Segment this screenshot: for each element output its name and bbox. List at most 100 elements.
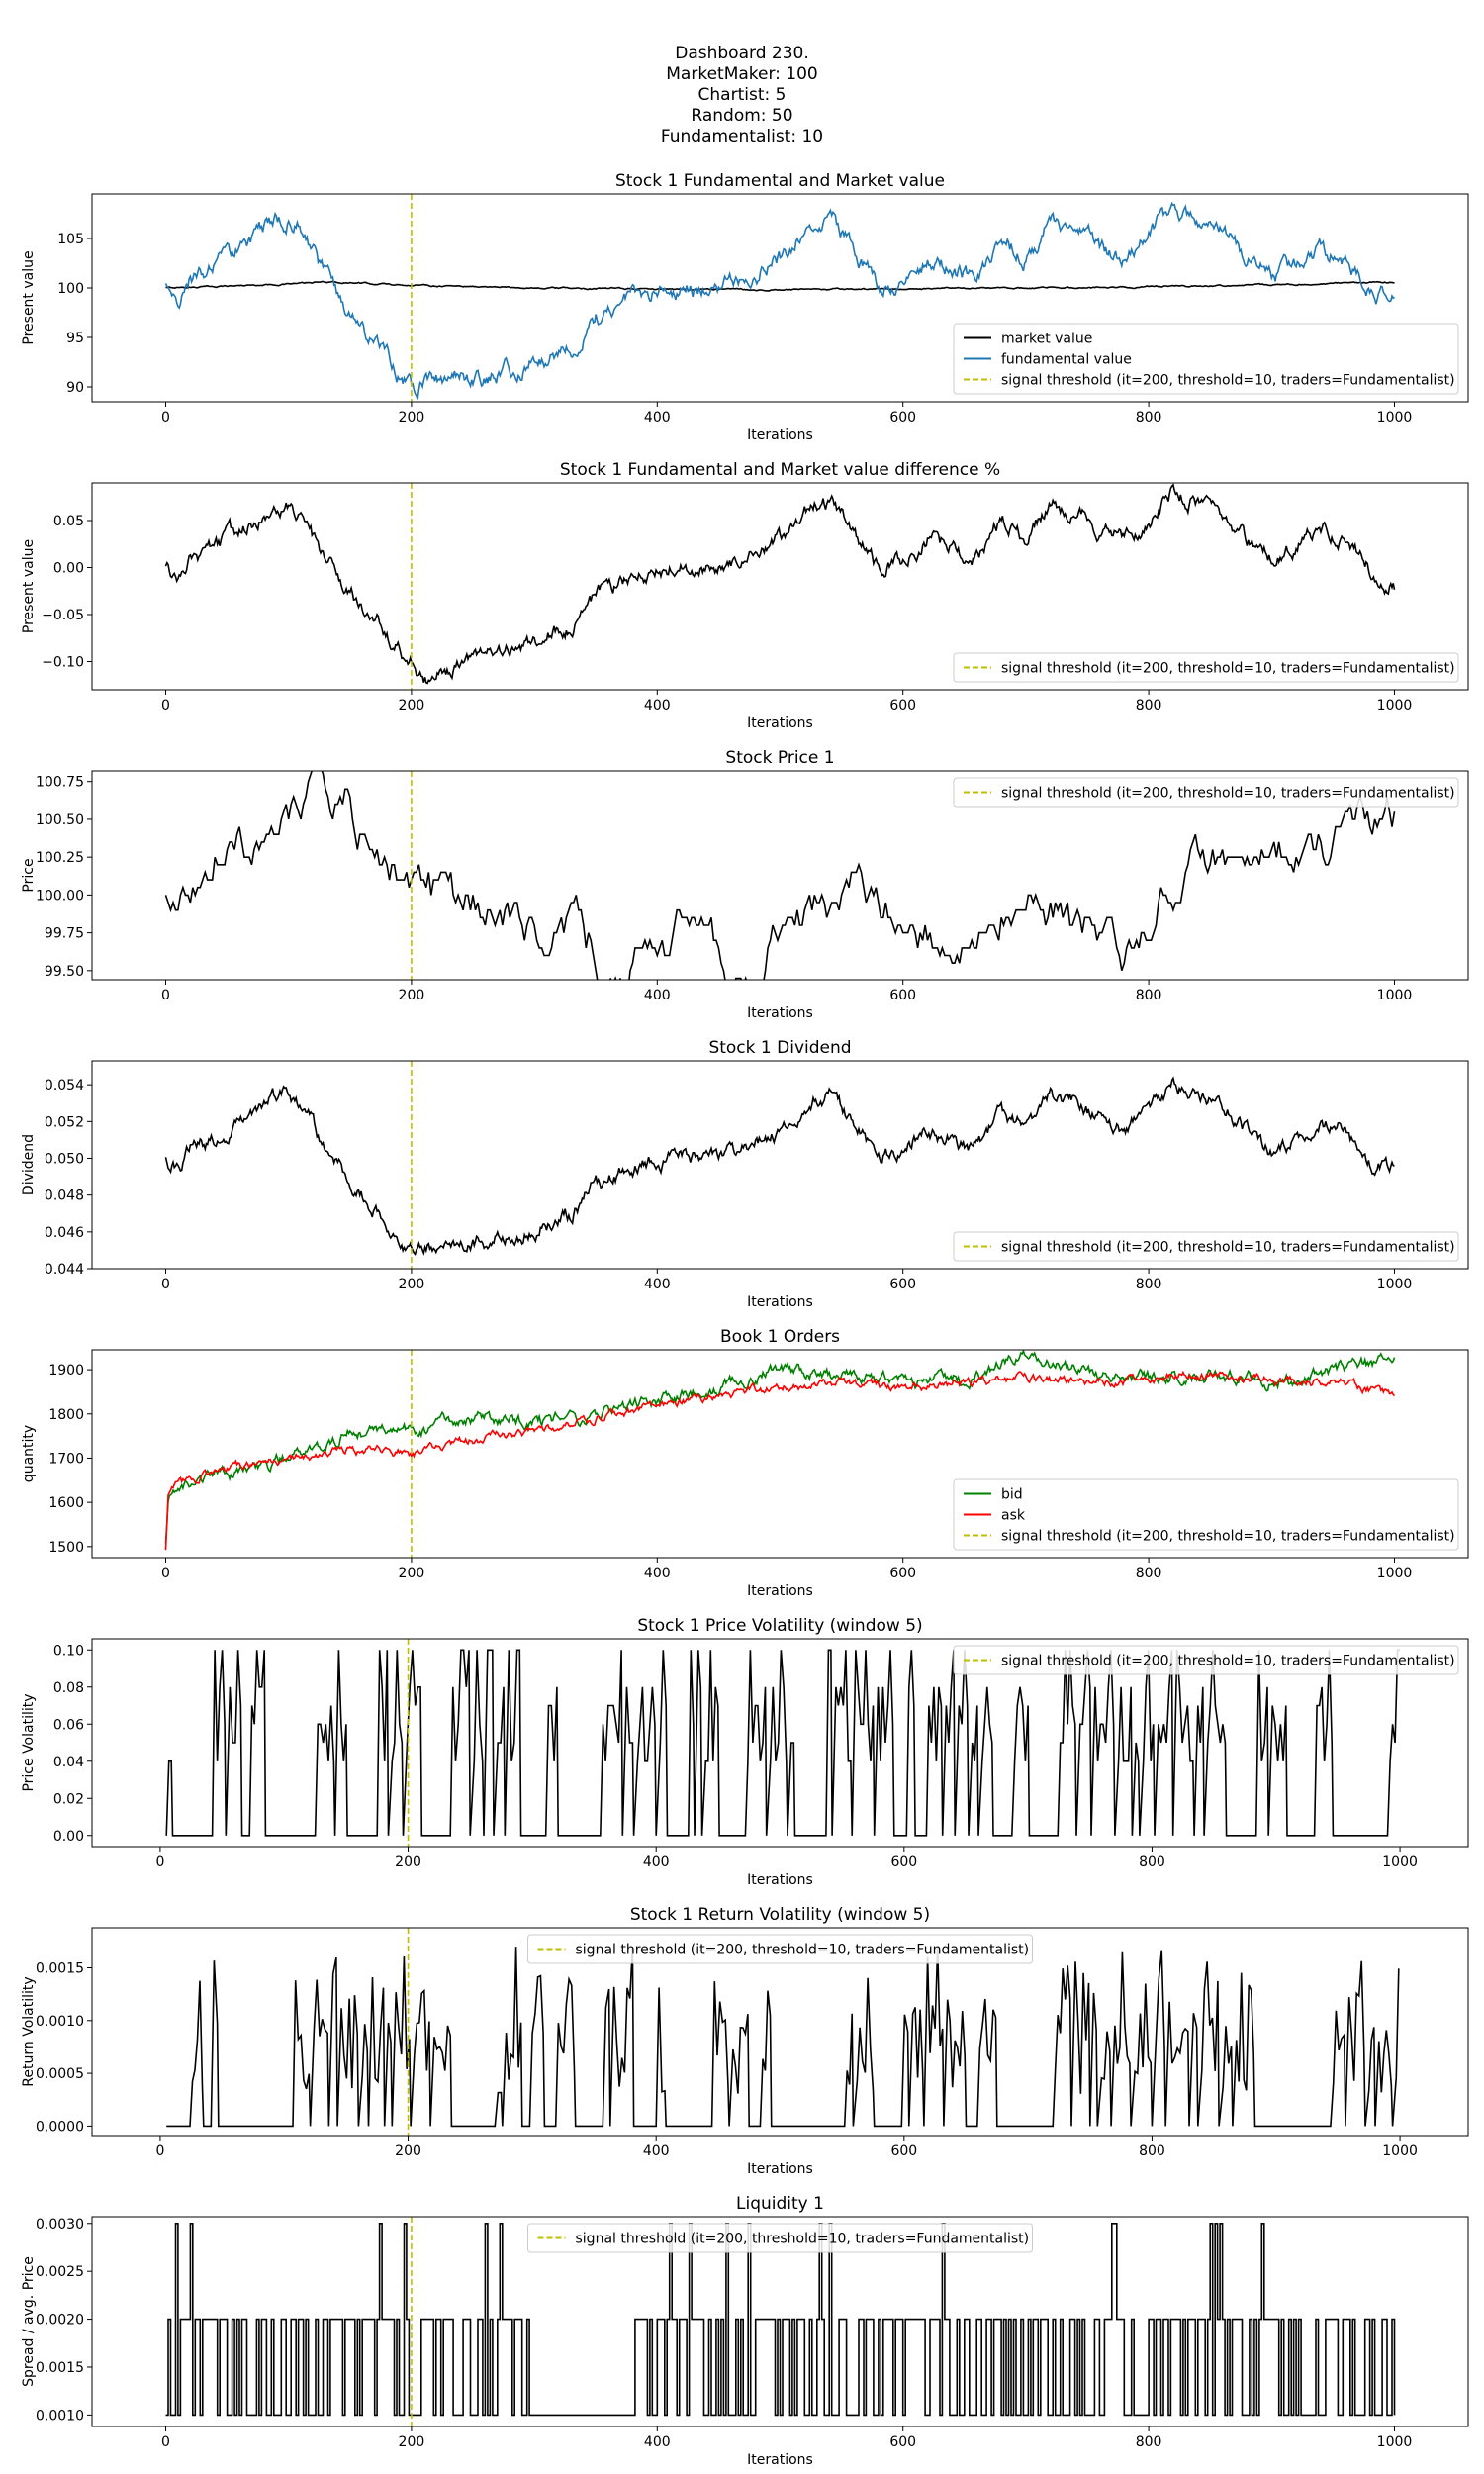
- series-line-1: [165, 280, 1395, 292]
- x-tick-label: 400: [644, 698, 671, 714]
- y-axis-label: Present value: [21, 539, 37, 633]
- legend-label: signal threshold (it=200, threshold=10, …: [1001, 1240, 1455, 1256]
- series-line-2: [164, 201, 1395, 400]
- chart-title: Stock 1 Fundamental and Market value dif…: [560, 460, 1000, 480]
- legend-label: signal threshold (it=200, threshold=10, …: [576, 1943, 1030, 1958]
- header-line-chartist: Chartist: 5: [697, 85, 787, 105]
- series-line-1: [164, 771, 1396, 980]
- y-tick-label: 0.0015: [36, 2360, 84, 2376]
- plot-frame: [91, 1638, 1469, 1848]
- plot-frame: [91, 1349, 1469, 1559]
- x-tick-label: 200: [399, 1566, 425, 1581]
- header-line-marketmaker: MarketMaker: 100: [666, 64, 818, 84]
- x-tick-label: 1000: [1377, 2434, 1413, 2450]
- y-tick-label: 0.0025: [36, 2264, 84, 2280]
- x-tick-label: 200: [399, 988, 425, 1003]
- x-tick-label: 600: [890, 2143, 917, 2159]
- chart-title: Stock Price 1: [725, 748, 834, 768]
- x-tick-label: 800: [1136, 698, 1162, 714]
- series-line-1: [165, 2223, 1396, 2417]
- y-tick-label: 99.50: [45, 964, 84, 980]
- x-axis-label: Iterations: [747, 2161, 813, 2177]
- legend-box: [953, 1478, 1459, 1551]
- chart-title: Liquidity 1: [736, 2194, 824, 2214]
- chart-panel-5: Book 1 Orders 0 200 400 600 800 1000 1500 1600 17…: [21, 1327, 1469, 1599]
- legend-label: signal threshold (it=200, threshold=10, …: [1001, 373, 1455, 389]
- y-tick-label: 95: [66, 331, 84, 346]
- x-tick-label: 400: [644, 1277, 671, 1292]
- legend: signal threshold (it=200, threshold=10, …: [953, 777, 1459, 808]
- x-tick-label: 1000: [1382, 1855, 1418, 1870]
- y-tick-label: 0.00: [53, 1829, 84, 1845]
- y-axis-label: quantity: [21, 1425, 37, 1482]
- series-line-2: [164, 1370, 1396, 1551]
- series-line-1: [164, 483, 1396, 685]
- chart-title: Stock 1 Dividend: [708, 1038, 851, 1058]
- x-tick-label: 600: [889, 1277, 916, 1292]
- chart-title: Stock 1 Fundamental and Market value: [615, 171, 945, 191]
- legend: signal threshold (it=200, threshold=10, …: [953, 1645, 1459, 1675]
- y-tick-label: 0.04: [53, 1755, 84, 1770]
- x-axis-label: Iterations: [747, 2452, 813, 2468]
- legend-label: signal threshold (it=200, threshold=10, …: [1001, 1654, 1455, 1669]
- x-tick-label: 400: [643, 2143, 670, 2159]
- series-line-1: [166, 1947, 1400, 2128]
- y-tick-label: 100: [57, 281, 84, 297]
- plot-frame: [91, 770, 1469, 981]
- header-line-random: Random: 50: [691, 106, 793, 126]
- x-tick-label: 200: [395, 1855, 421, 1870]
- plot-frame: [91, 482, 1469, 691]
- chart-title: Stock 1 Return Volatility (window 5): [630, 1905, 930, 1925]
- x-axis-label: Iterations: [747, 1294, 813, 1310]
- x-tick-label: 800: [1136, 988, 1162, 1003]
- series-line-1: [164, 1076, 1395, 1257]
- header-line-dashboard: Dashboard 230.: [675, 44, 809, 63]
- y-axis-label: Spread / avg. Price: [21, 2256, 37, 2387]
- legend: signal threshold (it=200, threshold=10, …: [953, 652, 1459, 683]
- chart-panel-1: Stock 1 Fundamental and Market value 0 200…: [21, 171, 1469, 443]
- y-tick-label: 0.0030: [36, 2217, 84, 2233]
- y-axis-label: Present value: [21, 250, 37, 344]
- plot-frame: [91, 193, 1469, 403]
- legend-box: [527, 2223, 1033, 2253]
- x-tick-label: 800: [1136, 1566, 1162, 1581]
- x-axis-label: Iterations: [747, 1872, 813, 1888]
- y-tick-label: 0.0020: [36, 2313, 84, 2329]
- x-tick-label: 800: [1139, 1855, 1165, 1870]
- y-tick-label: 0.050: [45, 1151, 84, 1167]
- y-tick-label: 90: [66, 380, 84, 396]
- x-tick-label: 1000: [1377, 988, 1413, 1003]
- x-tick-label: 0: [161, 1277, 170, 1292]
- chart-title: Stock 1 Price Volatility (window 5): [637, 1616, 922, 1636]
- x-tick-label: 1000: [1377, 410, 1413, 426]
- chart-panel-6: Stock 1 Price Volatility (window 5) 0 200 4…: [21, 1616, 1469, 1888]
- y-tick-label: 0.06: [53, 1717, 84, 1733]
- x-tick-label: 0: [161, 698, 170, 714]
- y-tick-label: 0.0000: [36, 2119, 84, 2135]
- y-tick-label: 0.08: [53, 1680, 84, 1696]
- x-tick-label: 1000: [1377, 1566, 1413, 1581]
- dashboard-header: Dashboard 230. MarketMaker: 100 Chartist…: [0, 44, 1484, 147]
- y-tick-label: 105: [57, 232, 84, 247]
- x-axis-label: Iterations: [747, 1005, 813, 1021]
- y-axis-label: Return Volatility: [21, 1976, 37, 2086]
- x-tick-label: 1000: [1377, 1277, 1413, 1292]
- legend: market value fundamental value signal thre…: [953, 323, 1459, 395]
- x-axis-label: Iterations: [747, 715, 813, 731]
- legend-label: market value: [1001, 332, 1092, 347]
- y-tick-label: 1600: [48, 1495, 84, 1511]
- x-tick-label: 200: [399, 410, 425, 426]
- header-line-fundamentalist: Fundamentalist: 10: [660, 127, 824, 146]
- x-tick-label: 0: [155, 2143, 164, 2159]
- legend: signal threshold (it=200, threshold=10, …: [527, 1934, 1033, 1964]
- y-tick-label: −0.05: [42, 608, 84, 623]
- y-tick-label: 1900: [48, 1363, 84, 1379]
- y-tick-label: 0.0010: [36, 2408, 84, 2424]
- x-tick-label: 200: [399, 2434, 425, 2450]
- y-tick-label: 100.75: [36, 775, 84, 791]
- y-tick-label: 0.046: [45, 1225, 84, 1241]
- legend: signal threshold (it=200, threshold=10, …: [527, 2223, 1033, 2253]
- x-tick-label: 600: [889, 1566, 916, 1581]
